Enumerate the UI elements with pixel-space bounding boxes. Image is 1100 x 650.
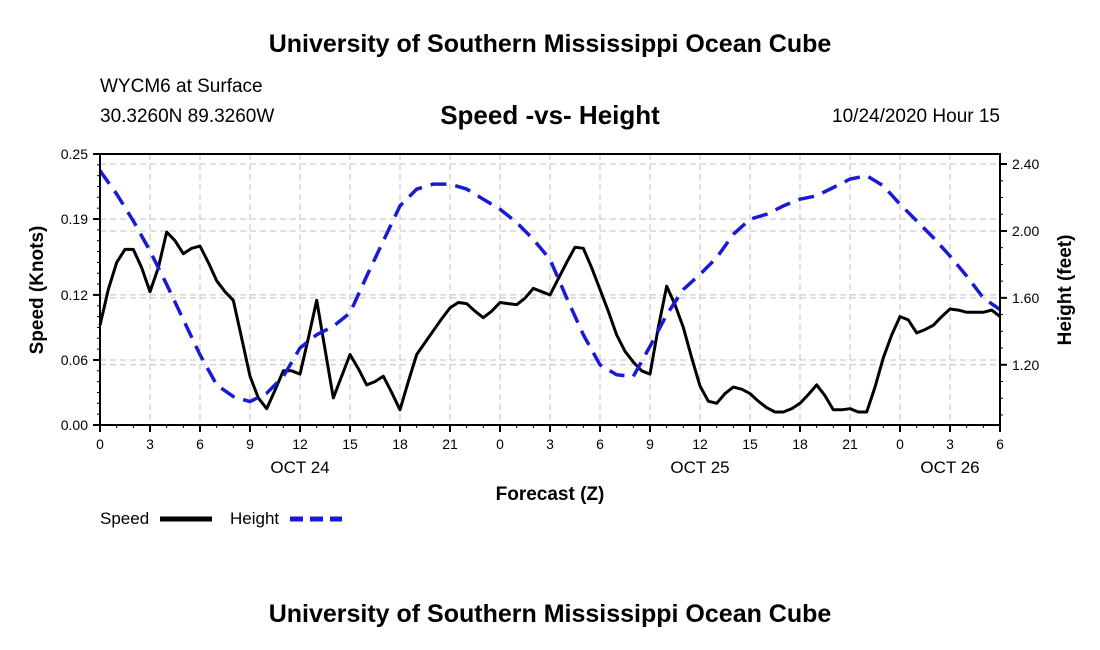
x-tick-label: 15 bbox=[742, 436, 758, 452]
grid bbox=[100, 154, 1000, 425]
x-tick-label: 21 bbox=[442, 436, 458, 452]
y2-axis-label: Height (feet) bbox=[1055, 235, 1076, 346]
date-label: OCT 24 bbox=[270, 458, 329, 477]
y-tick-label: 0.19 bbox=[61, 211, 88, 227]
x-tick-label: 3 bbox=[946, 436, 954, 452]
x-tick-label: 12 bbox=[292, 436, 308, 452]
y-tick-label: 0.00 bbox=[61, 417, 88, 433]
y2-tick-label: 1.20 bbox=[1012, 357, 1039, 373]
chart-title: Speed -vs- Height bbox=[440, 100, 660, 130]
x-tick-label: 0 bbox=[496, 436, 504, 452]
station-label: WYCM6 at Surface bbox=[100, 76, 263, 97]
x-tick-label: 9 bbox=[246, 436, 254, 452]
y-tick-label: 0.06 bbox=[61, 352, 88, 368]
x-tick-label: 0 bbox=[896, 436, 904, 452]
y-axis-label: Speed (Knots) bbox=[27, 226, 48, 355]
footer-title: University of Southern Mississippi Ocean… bbox=[268, 600, 832, 628]
x-tick-label: 9 bbox=[646, 436, 654, 452]
legend-height-label: Height bbox=[230, 509, 280, 528]
y2-tick-label: 2.40 bbox=[1012, 156, 1039, 172]
height-series-line bbox=[98, 169, 1002, 404]
series-layer bbox=[98, 169, 1002, 414]
x-tick-label: 21 bbox=[842, 436, 858, 452]
x-tick-label: 0 bbox=[96, 436, 104, 452]
x-tick-label: 6 bbox=[596, 436, 604, 452]
x-tick-label: 6 bbox=[196, 436, 204, 452]
axes: 0 3 6 9 12 15 18 21 0 3 6 9 12 15 18 21 0 3 6 OCT 24 OCT 25 O… bbox=[61, 146, 1040, 477]
forecast-date-hour: 10/24/2020 Hour 15 bbox=[832, 106, 1000, 127]
y2-tick-label: 2.00 bbox=[1012, 223, 1039, 239]
page-title: University of Southern Mississippi Ocean… bbox=[268, 30, 832, 58]
x-axis-label: Forecast (Z) bbox=[496, 484, 605, 505]
x-tick-label: 3 bbox=[146, 436, 154, 452]
x-tick-label: 15 bbox=[342, 436, 358, 452]
x-tick-label: 3 bbox=[546, 436, 554, 452]
y2-tick-label: 1.60 bbox=[1012, 290, 1039, 306]
x-tick-label: 6 bbox=[996, 436, 1004, 452]
y-tick-label: 0.25 bbox=[61, 146, 88, 162]
x-tick-label: 18 bbox=[792, 436, 808, 452]
date-label: OCT 26 bbox=[920, 458, 979, 477]
y-tick-label: 0.12 bbox=[61, 287, 88, 303]
date-label: OCT 25 bbox=[670, 458, 729, 477]
station-coordinates: 30.3260N 89.3260W bbox=[100, 106, 275, 127]
x-tick-label: 18 bbox=[392, 436, 408, 452]
speed-series-line bbox=[98, 230, 1001, 414]
legend-speed-label: Speed bbox=[100, 509, 150, 528]
x-tick-label: 12 bbox=[692, 436, 708, 452]
